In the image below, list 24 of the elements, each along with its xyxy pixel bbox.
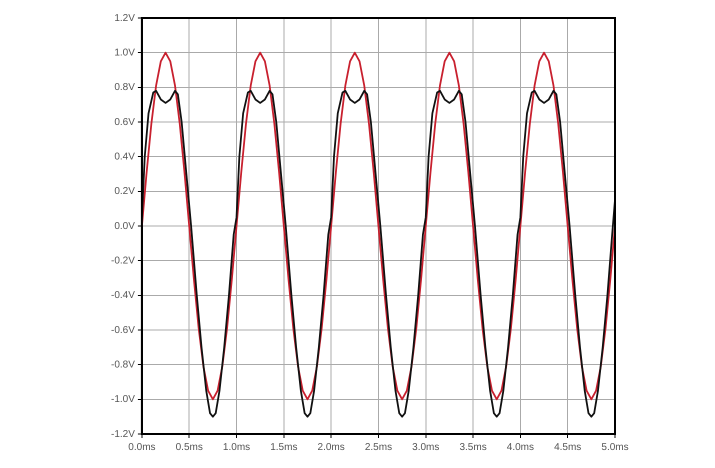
- x-tick-label: 4.5ms: [554, 442, 582, 453]
- x-tick-label: 5.0ms: [601, 442, 629, 453]
- y-tick-label: 0.4V: [114, 151, 136, 162]
- y-tick-label: 0.2V: [114, 186, 136, 198]
- y-tick-label: -1.0V: [110, 394, 136, 406]
- y-tick-label: 0.6V: [114, 116, 136, 128]
- x-tick-label: 1.5ms: [270, 442, 298, 453]
- x-tick-label: 3.5ms: [459, 442, 487, 453]
- y-tick-label: -1.2V: [110, 428, 136, 440]
- x-tick-label: 1.0ms: [222, 442, 250, 453]
- x-tick-label: 2.0ms: [318, 442, 345, 453]
- y-tick-label: -0.8V: [110, 359, 136, 370]
- x-tick-label: 4.0ms: [506, 442, 534, 453]
- y-tick-label: 0.0V: [114, 220, 136, 232]
- y-tick-label: 0.8V: [114, 82, 136, 94]
- x-tick-label: 3.0ms: [412, 442, 440, 453]
- y-tick-label: -0.2V: [110, 255, 136, 266]
- x-tick-label: 2.5ms: [364, 442, 392, 453]
- y-tick-label: -0.6V: [110, 324, 136, 336]
- x-tick-label: 0.0ms: [128, 442, 156, 453]
- y-tick-label: -0.4V: [110, 290, 136, 302]
- x-tick-label: 0.5ms: [176, 442, 203, 453]
- y-tick-label: 1.0V: [114, 47, 136, 58]
- y-tick-label: 1.2V: [114, 12, 136, 24]
